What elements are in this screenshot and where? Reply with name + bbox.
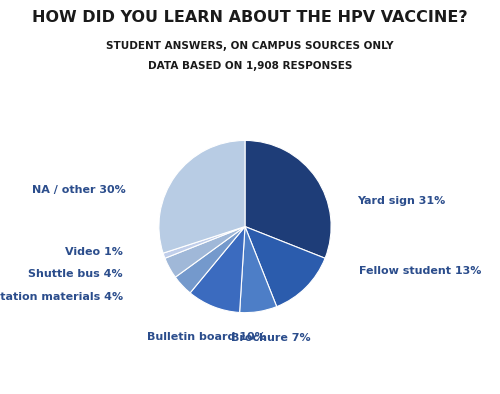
Text: HOW DID YOU LEARN ABOUT THE HPV VACCINE?: HOW DID YOU LEARN ABOUT THE HPV VACCINE?	[32, 10, 468, 25]
Text: Video 1%: Video 1%	[65, 247, 122, 257]
Wedge shape	[240, 227, 277, 313]
Text: STUDENT ANSWERS, ON CAMPUS SOURCES ONLY: STUDENT ANSWERS, ON CAMPUS SOURCES ONLY	[106, 41, 394, 51]
Text: Shuttle bus 4%: Shuttle bus 4%	[28, 269, 122, 279]
Text: Fellow student 13%: Fellow student 13%	[358, 266, 481, 276]
Text: Yard sign 31%: Yard sign 31%	[357, 196, 445, 206]
Wedge shape	[190, 227, 245, 312]
Wedge shape	[245, 227, 325, 307]
Text: Bulletin board 10%: Bulletin board 10%	[147, 332, 266, 342]
Text: Brochure 7%: Brochure 7%	[231, 333, 310, 344]
Wedge shape	[165, 227, 245, 277]
Text: NA / other 30%: NA / other 30%	[32, 186, 126, 195]
Text: Orentation materials 4%: Orentation materials 4%	[0, 292, 122, 302]
Wedge shape	[159, 140, 245, 253]
Wedge shape	[176, 227, 245, 293]
Text: DATA BASED ON 1,908 RESPONSES: DATA BASED ON 1,908 RESPONSES	[148, 61, 352, 71]
Wedge shape	[163, 227, 245, 258]
Wedge shape	[245, 140, 331, 258]
